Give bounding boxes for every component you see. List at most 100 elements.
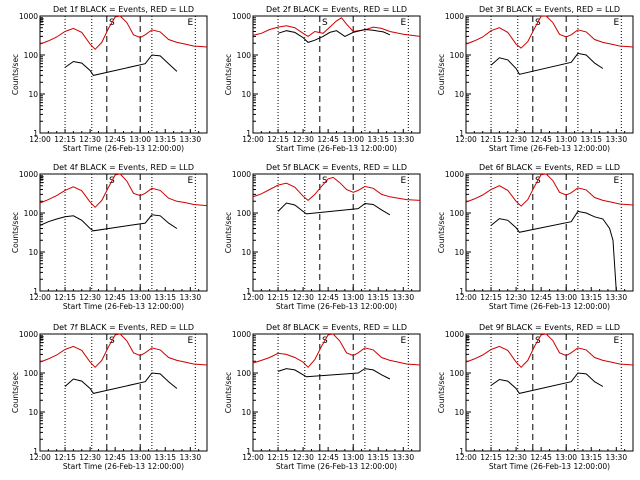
x-tick-label: 12:30 — [505, 453, 527, 462]
y-axis-label: Counts/sec — [11, 54, 20, 95]
series-lld-line — [465, 333, 634, 369]
x-tick-label: 13:00 — [342, 453, 364, 462]
y-tick-label: 1000 — [19, 170, 38, 179]
y-tick-label: 100 — [450, 51, 465, 60]
x-tick-label: 13:30 — [179, 135, 201, 144]
plot-title: Det 7f BLACK = Events, RED = LLD — [53, 323, 194, 332]
x-tick-label: 12:30 — [292, 293, 314, 302]
x-tick-label: 13:30 — [605, 135, 627, 144]
x-tick-label: 12:45 — [104, 293, 126, 302]
y-tick-label: 100 — [24, 51, 39, 60]
panel-det-8: Det 8f BLACK = Events, RED = LLD 12:00 12:… — [224, 323, 421, 471]
series-events-line — [64, 54, 178, 76]
region-marker-E: E — [187, 336, 193, 346]
x-tick-label: 12:15 — [54, 453, 76, 462]
x-tick-label: 12:15 — [267, 135, 289, 144]
x-tick-label: 13:15 — [367, 453, 389, 462]
y-tick-label: 1 — [33, 129, 38, 138]
x-axis-label: Start Time (26-Feb-13 12:00:00) — [489, 302, 610, 311]
y-tick-label: 1000 — [232, 12, 251, 21]
y-tick-label: 10 — [28, 408, 38, 417]
series-lld-line — [252, 176, 421, 202]
region-marker-E: E — [39, 176, 45, 186]
region-marker-E: E — [613, 336, 619, 346]
y-tick-label: 1 — [459, 447, 464, 456]
y-tick-label: 1000 — [445, 170, 464, 179]
x-tick-label: 13:00 — [342, 135, 364, 144]
x-tick-label: 12:45 — [530, 453, 552, 462]
x-tick-label: 12:45 — [104, 135, 126, 144]
x-tick-label: 12:00 — [29, 293, 51, 302]
y-axis-label: Counts/sec — [224, 212, 233, 253]
x-tick-label: 12:00 — [455, 293, 477, 302]
x-tick-label: 13:00 — [129, 135, 151, 144]
x-axis-label: Start Time (26-Feb-13 12:00:00) — [276, 144, 397, 153]
x-tick-label: 12:15 — [54, 135, 76, 144]
y-tick-label: 100 — [450, 369, 465, 378]
region-marker-E: E — [613, 176, 619, 186]
x-tick-label: 12:00 — [242, 135, 264, 144]
region-marker-E: E — [187, 18, 193, 28]
x-tick-label: 12:00 — [455, 453, 477, 462]
y-axis-label: Counts/sec — [11, 212, 20, 253]
x-tick-label: 12:30 — [505, 135, 527, 144]
plot-title: Det 2f BLACK = Events, RED = LLD — [266, 5, 407, 14]
y-tick-label: 1000 — [445, 12, 464, 21]
y-tick-label: 10 — [28, 90, 38, 99]
x-axis-label: Start Time (26-Feb-13 12:00:00) — [63, 302, 184, 311]
x-tick-label: 13:15 — [154, 135, 176, 144]
region-marker-S: S — [322, 18, 328, 28]
x-tick-label: 12:30 — [505, 293, 527, 302]
series-events-line — [490, 52, 604, 75]
x-tick-label: 12:00 — [242, 453, 264, 462]
x-tick-label: 13:30 — [605, 293, 627, 302]
series-lld-line — [39, 333, 208, 369]
series-events-line — [277, 28, 391, 43]
region-marker-E: E — [613, 18, 619, 28]
series-lld-line — [465, 173, 634, 207]
plot-title: Det 4f BLACK = Events, RED = LLD — [53, 163, 194, 172]
series-lld-line — [39, 173, 208, 209]
y-axis-label: Counts/sec — [437, 212, 446, 253]
x-tick-label: 12:45 — [317, 453, 339, 462]
y-tick-label: 1 — [246, 287, 251, 296]
series-events-line — [64, 372, 178, 394]
x-tick-label: 13:15 — [580, 293, 602, 302]
y-tick-label: 1 — [459, 129, 464, 138]
series-events-line — [490, 210, 617, 292]
y-axis-label: Counts/sec — [437, 372, 446, 413]
plot-title: Det 6f BLACK = Events, RED = LLD — [479, 163, 620, 172]
plot-title: Det 5f BLACK = Events, RED = LLD — [266, 163, 407, 172]
x-tick-label: 13:30 — [392, 293, 414, 302]
x-tick-label: 13:30 — [179, 453, 201, 462]
x-tick-label: 13:15 — [154, 293, 176, 302]
y-tick-label: 100 — [24, 369, 39, 378]
y-tick-label: 100 — [450, 209, 465, 218]
y-axis-label: Counts/sec — [11, 372, 20, 413]
x-tick-label: 13:00 — [129, 293, 151, 302]
region-marker-S: S — [322, 176, 328, 186]
plot-title: Det 8f BLACK = Events, RED = LLD — [266, 323, 407, 332]
x-tick-label: 12:30 — [292, 453, 314, 462]
region-marker-E: E — [39, 336, 45, 346]
x-tick-label: 12:30 — [79, 135, 101, 144]
y-tick-label: 100 — [237, 369, 252, 378]
x-axis-label: Start Time (26-Feb-13 12:00:00) — [276, 462, 397, 471]
y-tick-label: 10 — [28, 248, 38, 257]
y-tick-label: 10 — [454, 90, 464, 99]
y-tick-label: 1 — [33, 447, 38, 456]
x-tick-label: 13:00 — [129, 453, 151, 462]
plot-title: Det 3f BLACK = Events, RED = LLD — [479, 5, 620, 14]
x-tick-label: 13:00 — [555, 293, 577, 302]
panel-det-6: Det 6f BLACK = Events, RED = LLD 12:00 12:… — [437, 163, 634, 311]
y-tick-label: 10 — [241, 90, 251, 99]
x-tick-label: 13:15 — [154, 453, 176, 462]
region-marker-E: E — [400, 336, 406, 346]
x-tick-label: 12:45 — [530, 135, 552, 144]
y-tick-label: 1 — [33, 287, 38, 296]
y-axis-label: Counts/sec — [437, 54, 446, 95]
x-tick-label: 13:30 — [179, 293, 201, 302]
